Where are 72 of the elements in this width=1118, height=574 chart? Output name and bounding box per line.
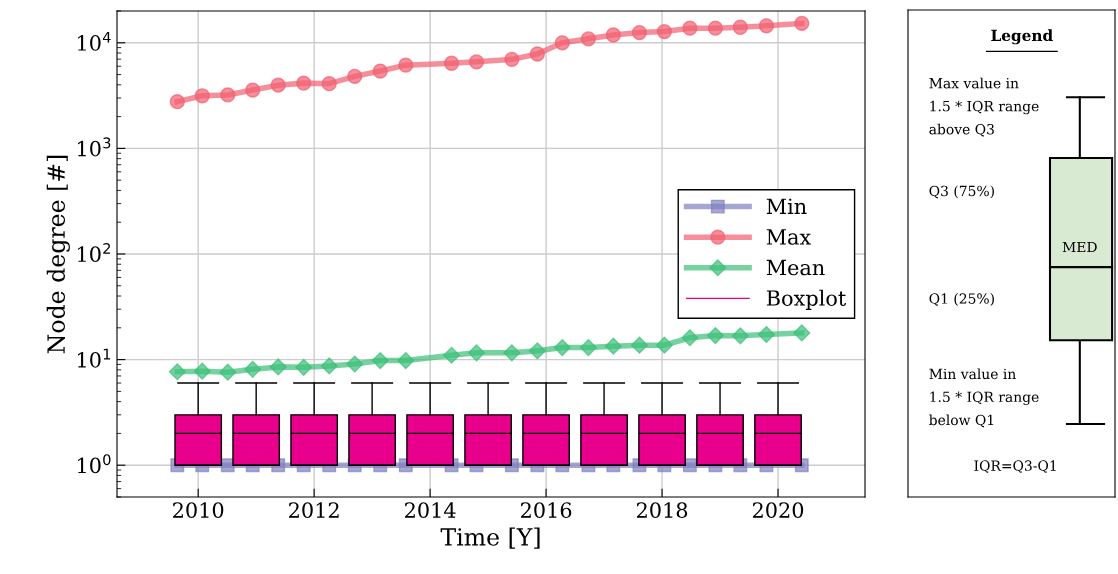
point (169, 94, 185, 110)
x-axis-title: Time [Y] (440, 527, 540, 549)
legend-label: Mean (766, 259, 825, 276)
point (528, 342, 546, 360)
point (168, 363, 186, 381)
point (467, 344, 486, 362)
point (321, 76, 337, 92)
point (503, 344, 521, 362)
point (468, 54, 485, 70)
point (346, 355, 364, 373)
x-tick-label: 2020 (752, 502, 804, 518)
x-tick-label: 2014 (405, 502, 456, 518)
y-tick-label: 10$^{3}$ (78, 137, 111, 157)
point (706, 326, 724, 345)
point (707, 20, 724, 36)
point (682, 20, 698, 36)
point (398, 57, 414, 73)
point (320, 357, 338, 375)
point (193, 362, 211, 380)
point (580, 31, 597, 47)
text: IQR=Q3-Q1 (974, 460, 1056, 473)
point (731, 327, 749, 345)
point (732, 19, 748, 35)
x-tick-label: 2018 (636, 502, 688, 518)
y-tick-label: 10$^{2}$ (78, 242, 110, 263)
point (758, 18, 775, 34)
point (244, 360, 262, 378)
text: Legend (991, 29, 1053, 45)
y-axis-title: Node degree [#] (46, 155, 70, 354)
text: Min value in 1.5 * IQR range below Q1 (929, 368, 1039, 428)
point (553, 339, 571, 357)
point (347, 68, 363, 84)
point (371, 352, 389, 370)
point (443, 55, 460, 71)
point (296, 75, 312, 91)
point (269, 358, 287, 376)
point (630, 336, 648, 354)
text: Max value in 1.5 * IQR range above Q3 (929, 77, 1039, 137)
point (579, 339, 597, 357)
point (504, 51, 520, 67)
point (793, 324, 811, 342)
point (219, 363, 237, 381)
point (656, 23, 673, 40)
point (270, 77, 286, 93)
point (605, 27, 621, 43)
legend-label: Min (766, 198, 807, 214)
y-tick-label: 10$^{4}$ (78, 31, 111, 51)
point (220, 87, 236, 103)
point (604, 337, 622, 355)
point (631, 24, 648, 41)
point (655, 336, 673, 354)
point (794, 15, 810, 31)
legend-label: Max (766, 229, 811, 245)
point (245, 82, 261, 98)
point (443, 346, 461, 364)
x-tick-label: 2016 (520, 502, 572, 518)
y-tick-label: 10$^{1}$ (78, 348, 111, 368)
point (194, 88, 210, 104)
point (397, 352, 415, 370)
text: Q3 (75%) (929, 185, 994, 199)
x-tick-label: 2012 (289, 502, 339, 518)
point (372, 63, 388, 79)
y-tick-label: 10$^{0}$ (78, 454, 111, 474)
point (681, 329, 699, 347)
x-tick-label: 2010 (173, 502, 224, 518)
legend-label: Boxplot (766, 289, 847, 310)
text: MED (1062, 241, 1097, 253)
point (554, 35, 570, 51)
text: Q1 (25%) (929, 293, 994, 306)
point (757, 325, 775, 344)
point (295, 358, 313, 376)
point (529, 46, 546, 62)
